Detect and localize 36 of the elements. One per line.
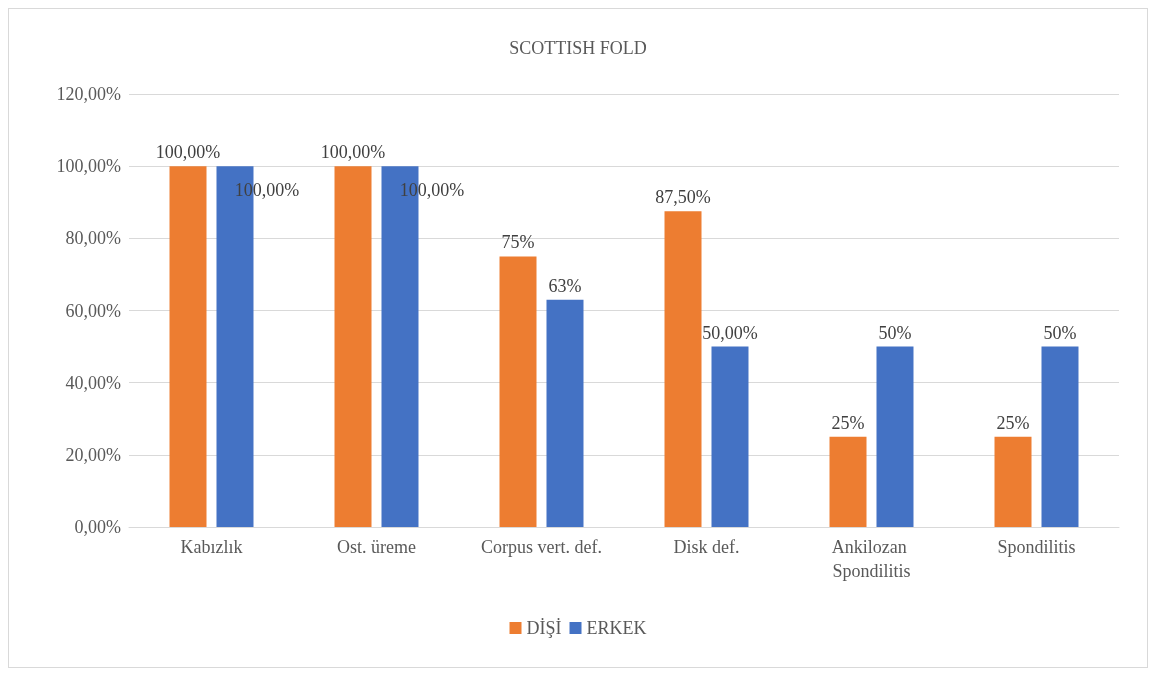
x-tick-label: Disk def. xyxy=(673,537,740,557)
legend-label: ERKEK xyxy=(586,618,647,638)
data-label: 50% xyxy=(1043,322,1077,343)
y-tick-label: 40,00% xyxy=(65,372,121,393)
data-label: 100,00% xyxy=(155,142,221,163)
y-tick-label: 100,00% xyxy=(56,156,121,177)
x-tick-label: Kabızlık xyxy=(180,537,243,557)
x-tick-label: Ankilozan Spondilitis xyxy=(831,537,912,581)
chart-title: SCOTTISH FOLD xyxy=(509,38,647,58)
y-tick-label: 0,00% xyxy=(74,517,121,537)
data-label: 75% xyxy=(501,232,535,253)
legend-label: DİŞİ xyxy=(526,618,562,638)
bar xyxy=(829,436,867,527)
bar xyxy=(1041,346,1079,527)
data-label: 87,50% xyxy=(655,187,711,208)
y-tick-label: 20,00% xyxy=(65,444,121,465)
y-tick-label: 120,00% xyxy=(56,84,121,104)
bar xyxy=(334,166,372,527)
bar xyxy=(664,211,702,527)
bar xyxy=(169,166,207,527)
x-tick-label: Spondilitis xyxy=(997,537,1076,557)
bar xyxy=(876,346,914,527)
bar xyxy=(711,346,749,527)
bar xyxy=(994,436,1032,527)
data-label: 63% xyxy=(548,275,582,296)
data-label: 25% xyxy=(831,412,865,433)
y-tick-label: 80,00% xyxy=(65,228,121,249)
bar xyxy=(499,256,537,527)
x-tick-label: Corpus vert. def. xyxy=(481,537,602,557)
x-tick-label: Ost. üreme xyxy=(337,537,416,557)
y-tick-label: 60,00% xyxy=(65,300,121,321)
data-label: 50% xyxy=(878,322,912,343)
data-label: 50,00% xyxy=(702,322,758,343)
data-label: 25% xyxy=(996,412,1030,433)
data-label: 100,00% xyxy=(320,142,386,163)
bar xyxy=(546,299,584,527)
